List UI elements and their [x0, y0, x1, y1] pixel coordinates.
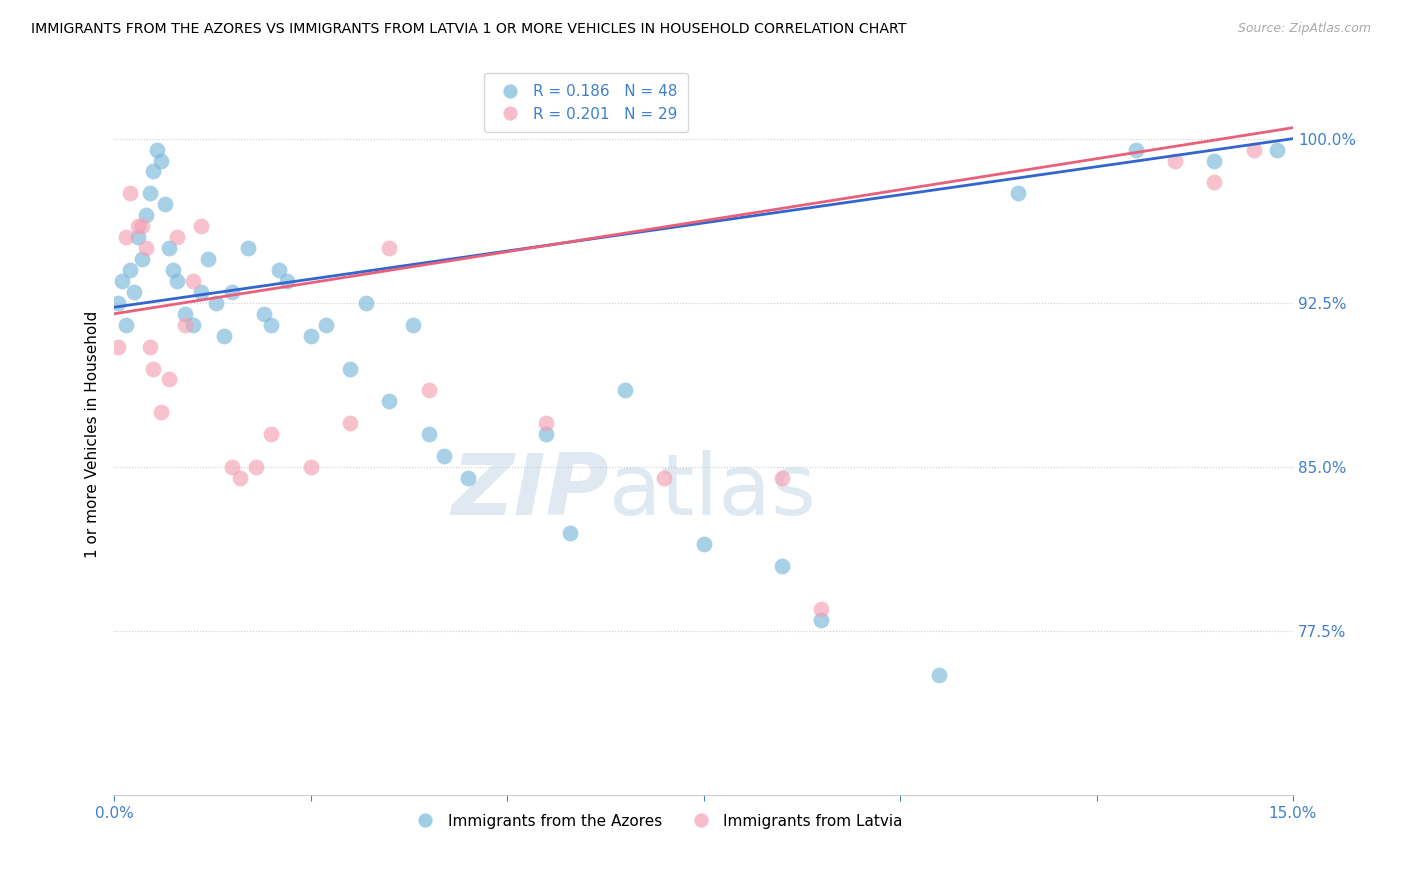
Point [770, 471, 793, 485]
Point [122, 285, 145, 299]
Point [260, 318, 283, 332]
Point [221, 460, 243, 475]
Point [339, 416, 361, 430]
Point [1007, 186, 1029, 201]
Point [131, 252, 153, 266]
Point [276, 274, 298, 288]
Point [131, 219, 153, 234]
Point [190, 219, 212, 234]
Point [221, 285, 243, 299]
Point [614, 384, 637, 398]
Point [269, 263, 291, 277]
Point [339, 361, 361, 376]
Point [107, 296, 129, 310]
Point [138, 340, 160, 354]
Point [162, 263, 184, 277]
Point [536, 416, 558, 430]
Point [558, 525, 581, 540]
Point [252, 307, 274, 321]
Point [107, 340, 129, 354]
Point [142, 361, 165, 376]
Point [299, 328, 322, 343]
Point [1204, 153, 1226, 168]
Point [115, 230, 138, 244]
Point [315, 318, 337, 332]
Point [236, 241, 259, 255]
Point [536, 427, 558, 442]
Point [157, 372, 180, 386]
Point [127, 219, 149, 234]
Point [652, 471, 675, 485]
Point [1243, 143, 1265, 157]
Point [174, 307, 197, 321]
Point [197, 252, 219, 266]
Point [166, 230, 188, 244]
Point [433, 449, 456, 463]
Point [118, 186, 141, 201]
Point [1265, 143, 1288, 157]
Point [212, 328, 235, 343]
Point [150, 405, 173, 419]
Legend: Immigrants from the Azores, Immigrants from Latvia: Immigrants from the Azores, Immigrants f… [404, 807, 910, 835]
Point [245, 460, 267, 475]
Point [810, 602, 832, 616]
Point [378, 394, 401, 409]
Point [146, 143, 169, 157]
Point [111, 274, 134, 288]
Point [1164, 153, 1187, 168]
Point [166, 274, 188, 288]
Y-axis label: 1 or more Vehicles in Household: 1 or more Vehicles in Household [86, 310, 100, 558]
Point [150, 153, 173, 168]
Point [418, 384, 440, 398]
Point [127, 230, 149, 244]
Point [181, 318, 204, 332]
Point [457, 471, 479, 485]
Point [135, 208, 157, 222]
Point [260, 427, 283, 442]
Text: ZIP: ZIP [451, 450, 609, 533]
Point [135, 241, 157, 255]
Point [118, 263, 141, 277]
Text: atlas: atlas [609, 450, 817, 533]
Point [810, 613, 832, 627]
Text: Source: ZipAtlas.com: Source: ZipAtlas.com [1237, 22, 1371, 36]
Point [692, 536, 714, 550]
Point [418, 427, 440, 442]
Point [181, 274, 204, 288]
Text: IMMIGRANTS FROM THE AZORES VS IMMIGRANTS FROM LATVIA 1 OR MORE VEHICLES IN HOUSE: IMMIGRANTS FROM THE AZORES VS IMMIGRANTS… [31, 22, 907, 37]
Point [402, 318, 425, 332]
Point [142, 164, 165, 178]
Point [138, 186, 160, 201]
Point [174, 318, 197, 332]
Point [354, 296, 377, 310]
Point [229, 471, 252, 485]
Point [190, 285, 212, 299]
Point [1125, 143, 1147, 157]
Point [1204, 176, 1226, 190]
Point [157, 241, 180, 255]
Point [155, 197, 177, 211]
Point [299, 460, 322, 475]
Point [928, 668, 950, 682]
Point [205, 296, 228, 310]
Point [378, 241, 401, 255]
Point [770, 558, 793, 573]
Point [115, 318, 138, 332]
